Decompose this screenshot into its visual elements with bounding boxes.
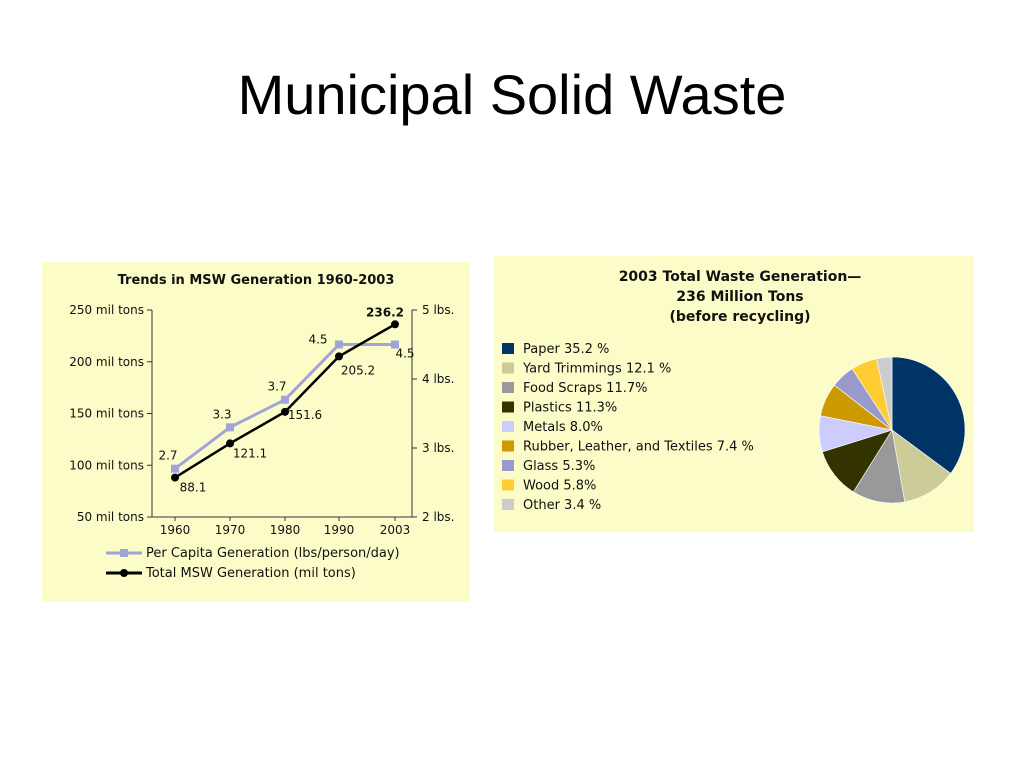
pie-legend-label: Plastics 11.3% [523,401,617,416]
left-tick-label: 100 mil tons [69,458,144,472]
pie-slice [876,356,893,431]
total-msw-data-label: 88.1 [180,481,207,495]
x-tick-label: 1970 [215,523,246,537]
pie-legend-label: Paper 35.2 % [523,342,609,357]
per-capita-point [391,340,399,349]
pie-legend-swatch [502,421,514,432]
x-tick-label: 1960 [160,523,191,537]
line-chart-title: Trends in MSW Generation 1960-2003 [118,273,395,288]
pie-chart-title-line: (before recycling) [669,309,810,325]
per-capita-point [281,395,289,404]
per-capita-point [171,464,179,473]
pie-legend-swatch [502,460,514,471]
per-capita-data-label: 3.3 [212,407,231,421]
pie-legend-swatch [502,440,514,452]
right-tick-label: 3 lbs. [422,441,454,455]
line-chart-panel: Trends in MSW Generation 1960-2003 250 mi… [42,262,470,602]
pie-legend-label: Glass 5.3% [523,459,595,474]
pie-legend-swatch [502,362,514,374]
pie-chart-title-line: 236 Million Tons [676,289,803,305]
legend-label: Total MSW Generation (mil tons) [145,566,356,581]
per-capita-point [335,340,343,349]
left-tick-label: 150 mil tons [69,407,144,421]
total-msw-point [171,473,179,482]
pie-legend-label: Food Scraps 11.7% [523,381,647,396]
legend-label: Per Capita Generation (lbs/person/day) [146,546,400,561]
left-tick-label: 50 mil tons [77,510,144,524]
pie-legend-label: Rubber, Leather, and Textiles 7.4 % [523,440,754,455]
pie-legend-label: Yard Trimmings 12.1 % [522,362,671,377]
line-chart: Trends in MSW Generation 1960-2003 250 mi… [69,273,454,581]
pie-legend-swatch [502,401,514,413]
pie-legend-label: Other 3.4 % [523,498,601,513]
per-capita-data-label: 2.7 [158,449,177,463]
slide-title: Municipal Solid Waste [237,63,787,126]
total-msw-point [281,407,289,416]
left-tick-label: 250 mil tons [69,303,144,317]
total-msw-data-label: 205.2 [341,363,375,377]
x-tick-label: 2003 [380,523,411,537]
total-msw-data-label: 121.1 [233,446,267,460]
pie-legend-swatch [502,343,514,354]
right-tick-label: 2 lbs. [422,510,454,524]
per-capita-point [226,423,234,432]
total-msw-data-label: 151.6 [288,408,322,422]
pie-chart: 2003 Total Waste Generation— 236 Million … [502,269,966,513]
total-msw-point [226,439,234,448]
total-msw-point [391,320,399,329]
right-tick-label: 5 lbs. [422,303,454,317]
left-tick-label: 200 mil tons [69,355,144,369]
total-msw-data-label: 236.2 [366,305,404,319]
legend-marker [120,549,128,557]
pie-chart-panel: 2003 Total Waste Generation— 236 Million … [494,256,974,532]
pie-slice [891,356,966,474]
per-capita-data-label: 3.7 [267,380,286,394]
pie-legend-label: Metals 8.0% [523,420,603,435]
right-tick-label: 4 lbs. [422,372,454,386]
x-tick-label: 1980 [270,523,301,537]
x-tick-label: 1990 [324,523,355,537]
pie-legend-label: Wood 5.8% [523,479,596,494]
pie-legend-swatch [502,479,514,491]
per-capita-data-label: 4.5 [308,333,327,347]
total-msw-point [335,352,343,361]
pie-chart-title-line: 2003 Total Waste Generation— [619,269,862,285]
pie-legend-swatch [502,499,514,510]
pie-legend-swatch [502,382,514,393]
per-capita-data-label: 4.5 [395,347,414,361]
legend-marker [120,569,128,577]
